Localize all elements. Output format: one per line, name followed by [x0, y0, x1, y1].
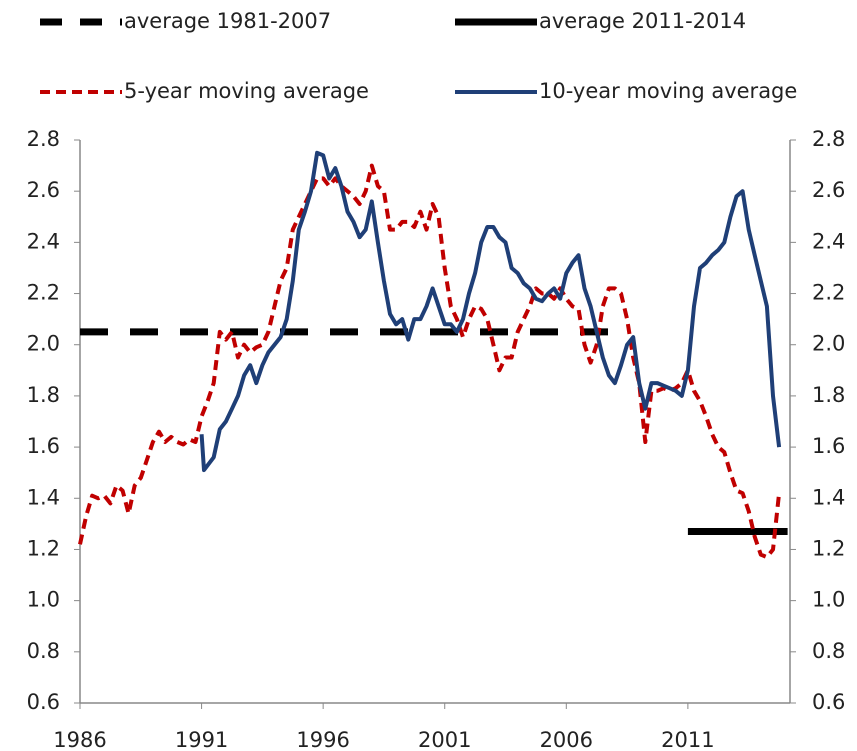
y-tick-label: 0.8 — [27, 639, 60, 663]
y2-tick-label: 2.4 — [812, 229, 845, 253]
series-line — [199, 150, 782, 473]
y2-tick-label: 0.8 — [812, 639, 845, 663]
y2-tick-label: 2.0 — [812, 332, 845, 356]
x-tick-label: 2006 — [540, 728, 593, 751]
y-tick-label: 2.2 — [27, 281, 60, 305]
y-tick-label: 2.8 — [27, 127, 60, 151]
x-tick-label: 1986 — [53, 728, 106, 751]
y-tick-label: 0.6 — [27, 690, 60, 714]
y2-tick-label: 2.8 — [812, 127, 845, 151]
y-tick-label: 2.0 — [27, 332, 60, 356]
x-tick-label: 1996 — [296, 728, 349, 751]
y-tick-label: 1.0 — [27, 588, 60, 612]
y-tick-label: 2.6 — [27, 178, 60, 202]
y2-tick-label: 1.0 — [812, 588, 845, 612]
legend-label: 10-year moving average — [539, 79, 797, 103]
y2-tick-label: 2.6 — [812, 178, 845, 202]
y2-tick-label: 2.2 — [812, 281, 845, 305]
legend-label: 5-year moving average — [124, 79, 369, 103]
y-tick-label: 1.4 — [27, 485, 60, 509]
y2-tick-label: 1.4 — [812, 485, 845, 509]
x-tick-label: 1991 — [175, 728, 228, 751]
legend-label: average 1981-2007 — [124, 9, 331, 33]
y2-tick-label: 1.2 — [812, 536, 845, 560]
y2-tick-label: 1.6 — [812, 434, 845, 458]
y-tick-label: 2.4 — [27, 229, 60, 253]
y-tick-label: 1.2 — [27, 536, 60, 560]
y2-tick-label: 0.6 — [812, 690, 845, 714]
x-tick-label: 2011 — [661, 728, 714, 751]
y-tick-label: 1.8 — [27, 383, 60, 407]
y2-tick-label: 1.8 — [812, 383, 845, 407]
y-tick-label: 1.6 — [27, 434, 60, 458]
series-line — [78, 163, 782, 560]
x-tick-label: 2001 — [418, 728, 471, 751]
axes — [79, 140, 791, 704]
legend-label: average 2011-2014 — [539, 9, 746, 33]
